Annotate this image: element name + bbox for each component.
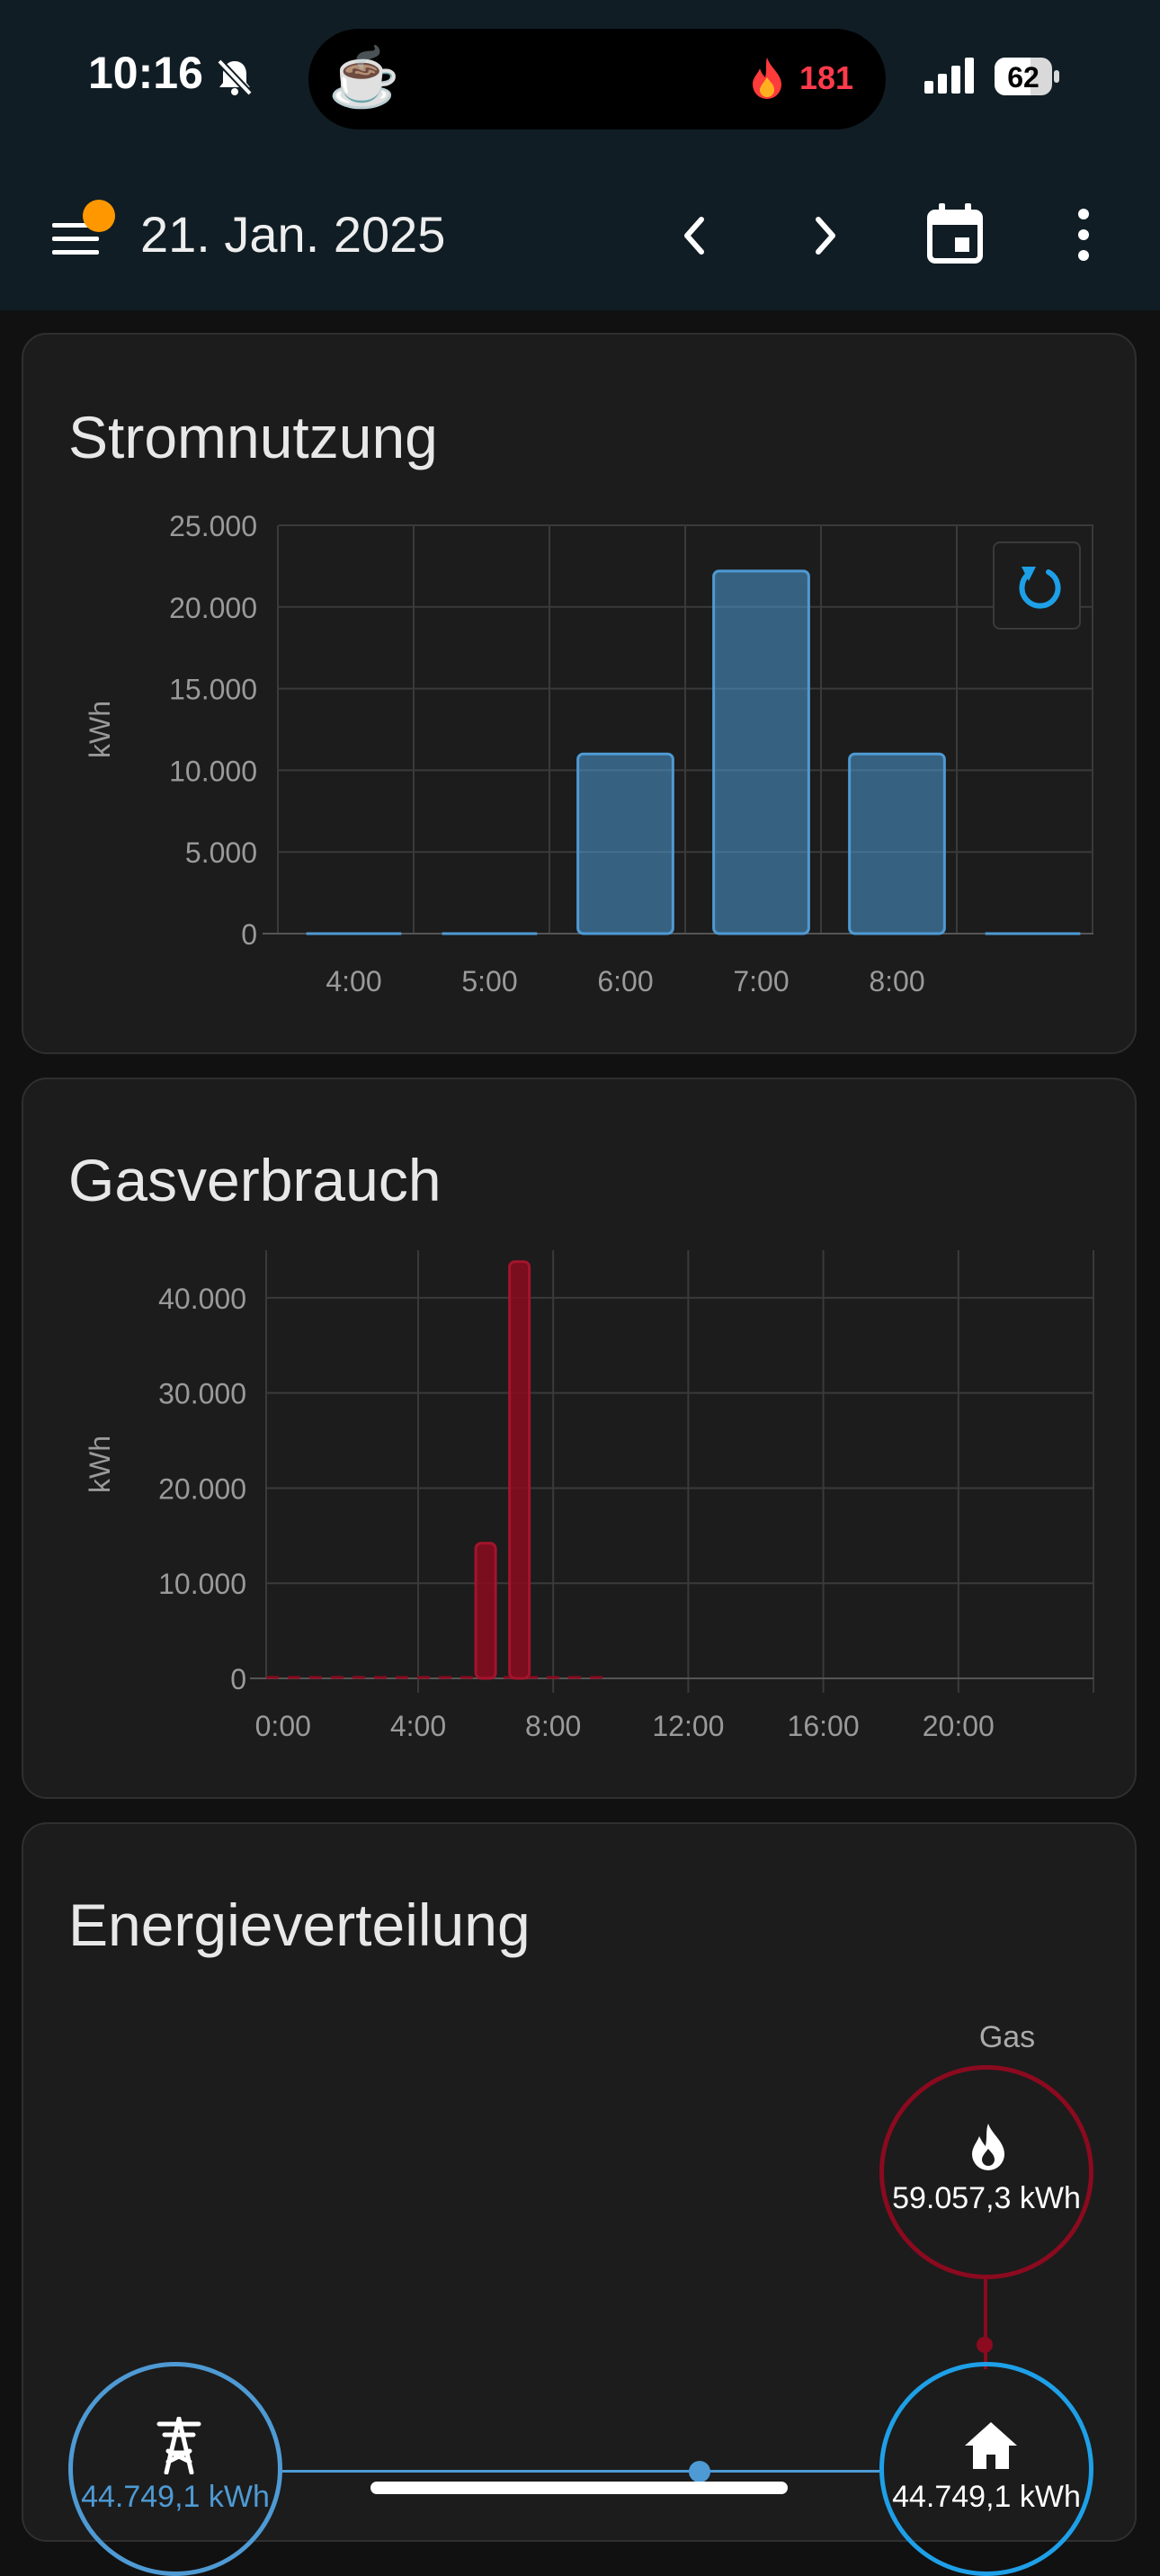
gas-card: Gasverbrauch 0 10.000 20.000 30.000 40.000 0:… [22,1078,1137,1799]
home-node[interactable]: 44.749,1 kWh [879,2362,1093,2576]
y-axis-label: kWh [84,1436,116,1493]
activity-count: 181 [799,59,854,96]
x-tick-label: 7:00 [733,965,789,997]
electricity-title: Stromnutzung [68,404,438,470]
x-tick-label: 0:00 [255,1710,311,1742]
x-tick-label: 8:00 [869,965,924,997]
y-tick-label: 10.000 [169,755,257,787]
app-bar [0,153,1160,310]
gas-node-label: Gas [978,2020,1036,2054]
y-tick-label: 15.000 [169,674,257,706]
dynamic-island[interactable]: ☕ 181 [308,29,886,130]
chevron-right-icon[interactable] [802,210,847,261]
coffee-icon: ☕ [328,45,400,110]
x-tick-label: 12:00 [652,1710,724,1742]
gas-node-value: 59.057,3 kWh [892,2181,1081,2215]
bar [576,752,674,935]
gas-flow-line [984,2279,987,2369]
y-tick-label: 0 [241,918,257,951]
bar [848,752,946,935]
x-tick-label: 6:00 [597,965,653,997]
x-tick-label: 20:00 [923,1710,995,1742]
transmission-tower-icon [156,2417,201,2474]
home-icon [965,2422,1017,2469]
y-tick-label: 10.000 [158,1568,246,1600]
x-tick-label: 4:00 [326,965,381,997]
gas-flow-dot [977,2337,993,2353]
y-tick-label: 20.000 [169,592,257,624]
signal-icon [924,58,974,94]
chevron-left-icon[interactable] [673,210,718,261]
x-tick-label: 8:00 [525,1710,581,1742]
electricity-chart: 0 5.000 10.000 15.000 20.000 25.000 4:00 5:00 6:… [84,510,1093,997]
x-tick-label: 16:00 [788,1710,860,1742]
gas-chart: 0 10.000 20.000 30.000 40.000 0:00 4:00 8:00 12:… [84,1250,1094,1742]
bar [712,569,810,935]
y-tick-label: 5.000 [185,836,257,869]
home-indicator[interactable] [370,2482,788,2494]
grid-flow-dot [689,2461,710,2482]
calendar-icon[interactable] [926,203,984,264]
refresh-icon [1019,567,1061,609]
battery-icon: 62 [995,58,1052,95]
electricity-card: Stromnutzung 0 5.000 10.000 15.000 20.000 25.… [22,333,1137,1054]
y-tick-label: 25.000 [169,510,257,542]
x-tick-label: 5:00 [461,965,517,997]
y-tick-label: 20.000 [158,1472,246,1505]
grid-node-value: 44.749,1 kWh [81,2480,270,2514]
y-tick-label: 40.000 [158,1283,246,1315]
battery-tip [1054,70,1059,83]
y-tick-label: 30.000 [158,1378,246,1410]
bell-muted-icon [217,58,253,96]
page-title: 21. Jan. 2025 [140,206,446,263]
x-tick-label: 4:00 [390,1710,446,1742]
grid-node[interactable]: 44.749,1 kWh [68,2362,282,2576]
battery-level: 62 [1007,61,1040,94]
y-axis-label: kWh [84,701,116,758]
notification-dot [83,200,115,232]
bar [508,1260,531,1680]
reset-zoom-button[interactable] [993,541,1081,630]
fire-icon [972,2124,1004,2170]
flame-icon [753,58,781,99]
more-vert-icon[interactable] [1070,205,1097,264]
status-time: 10:16 [88,48,203,98]
gas-title: Gasverbrauch [68,1147,442,1213]
distribution-title: Energieverteilung [68,1892,531,1958]
bar [474,1542,497,1680]
grid-home-flow-line [282,2470,879,2473]
gas-node[interactable]: 59.057,3 kWh [879,2065,1093,2279]
y-tick-label: 0 [230,1663,246,1695]
status-bar: 10:16 ☕ 181 62 [0,0,1160,153]
home-node-value: 44.749,1 kWh [892,2480,1081,2514]
distribution-card: Energieverteilung Gas 59.057,3 kWh 44.74… [22,1822,1137,2576]
